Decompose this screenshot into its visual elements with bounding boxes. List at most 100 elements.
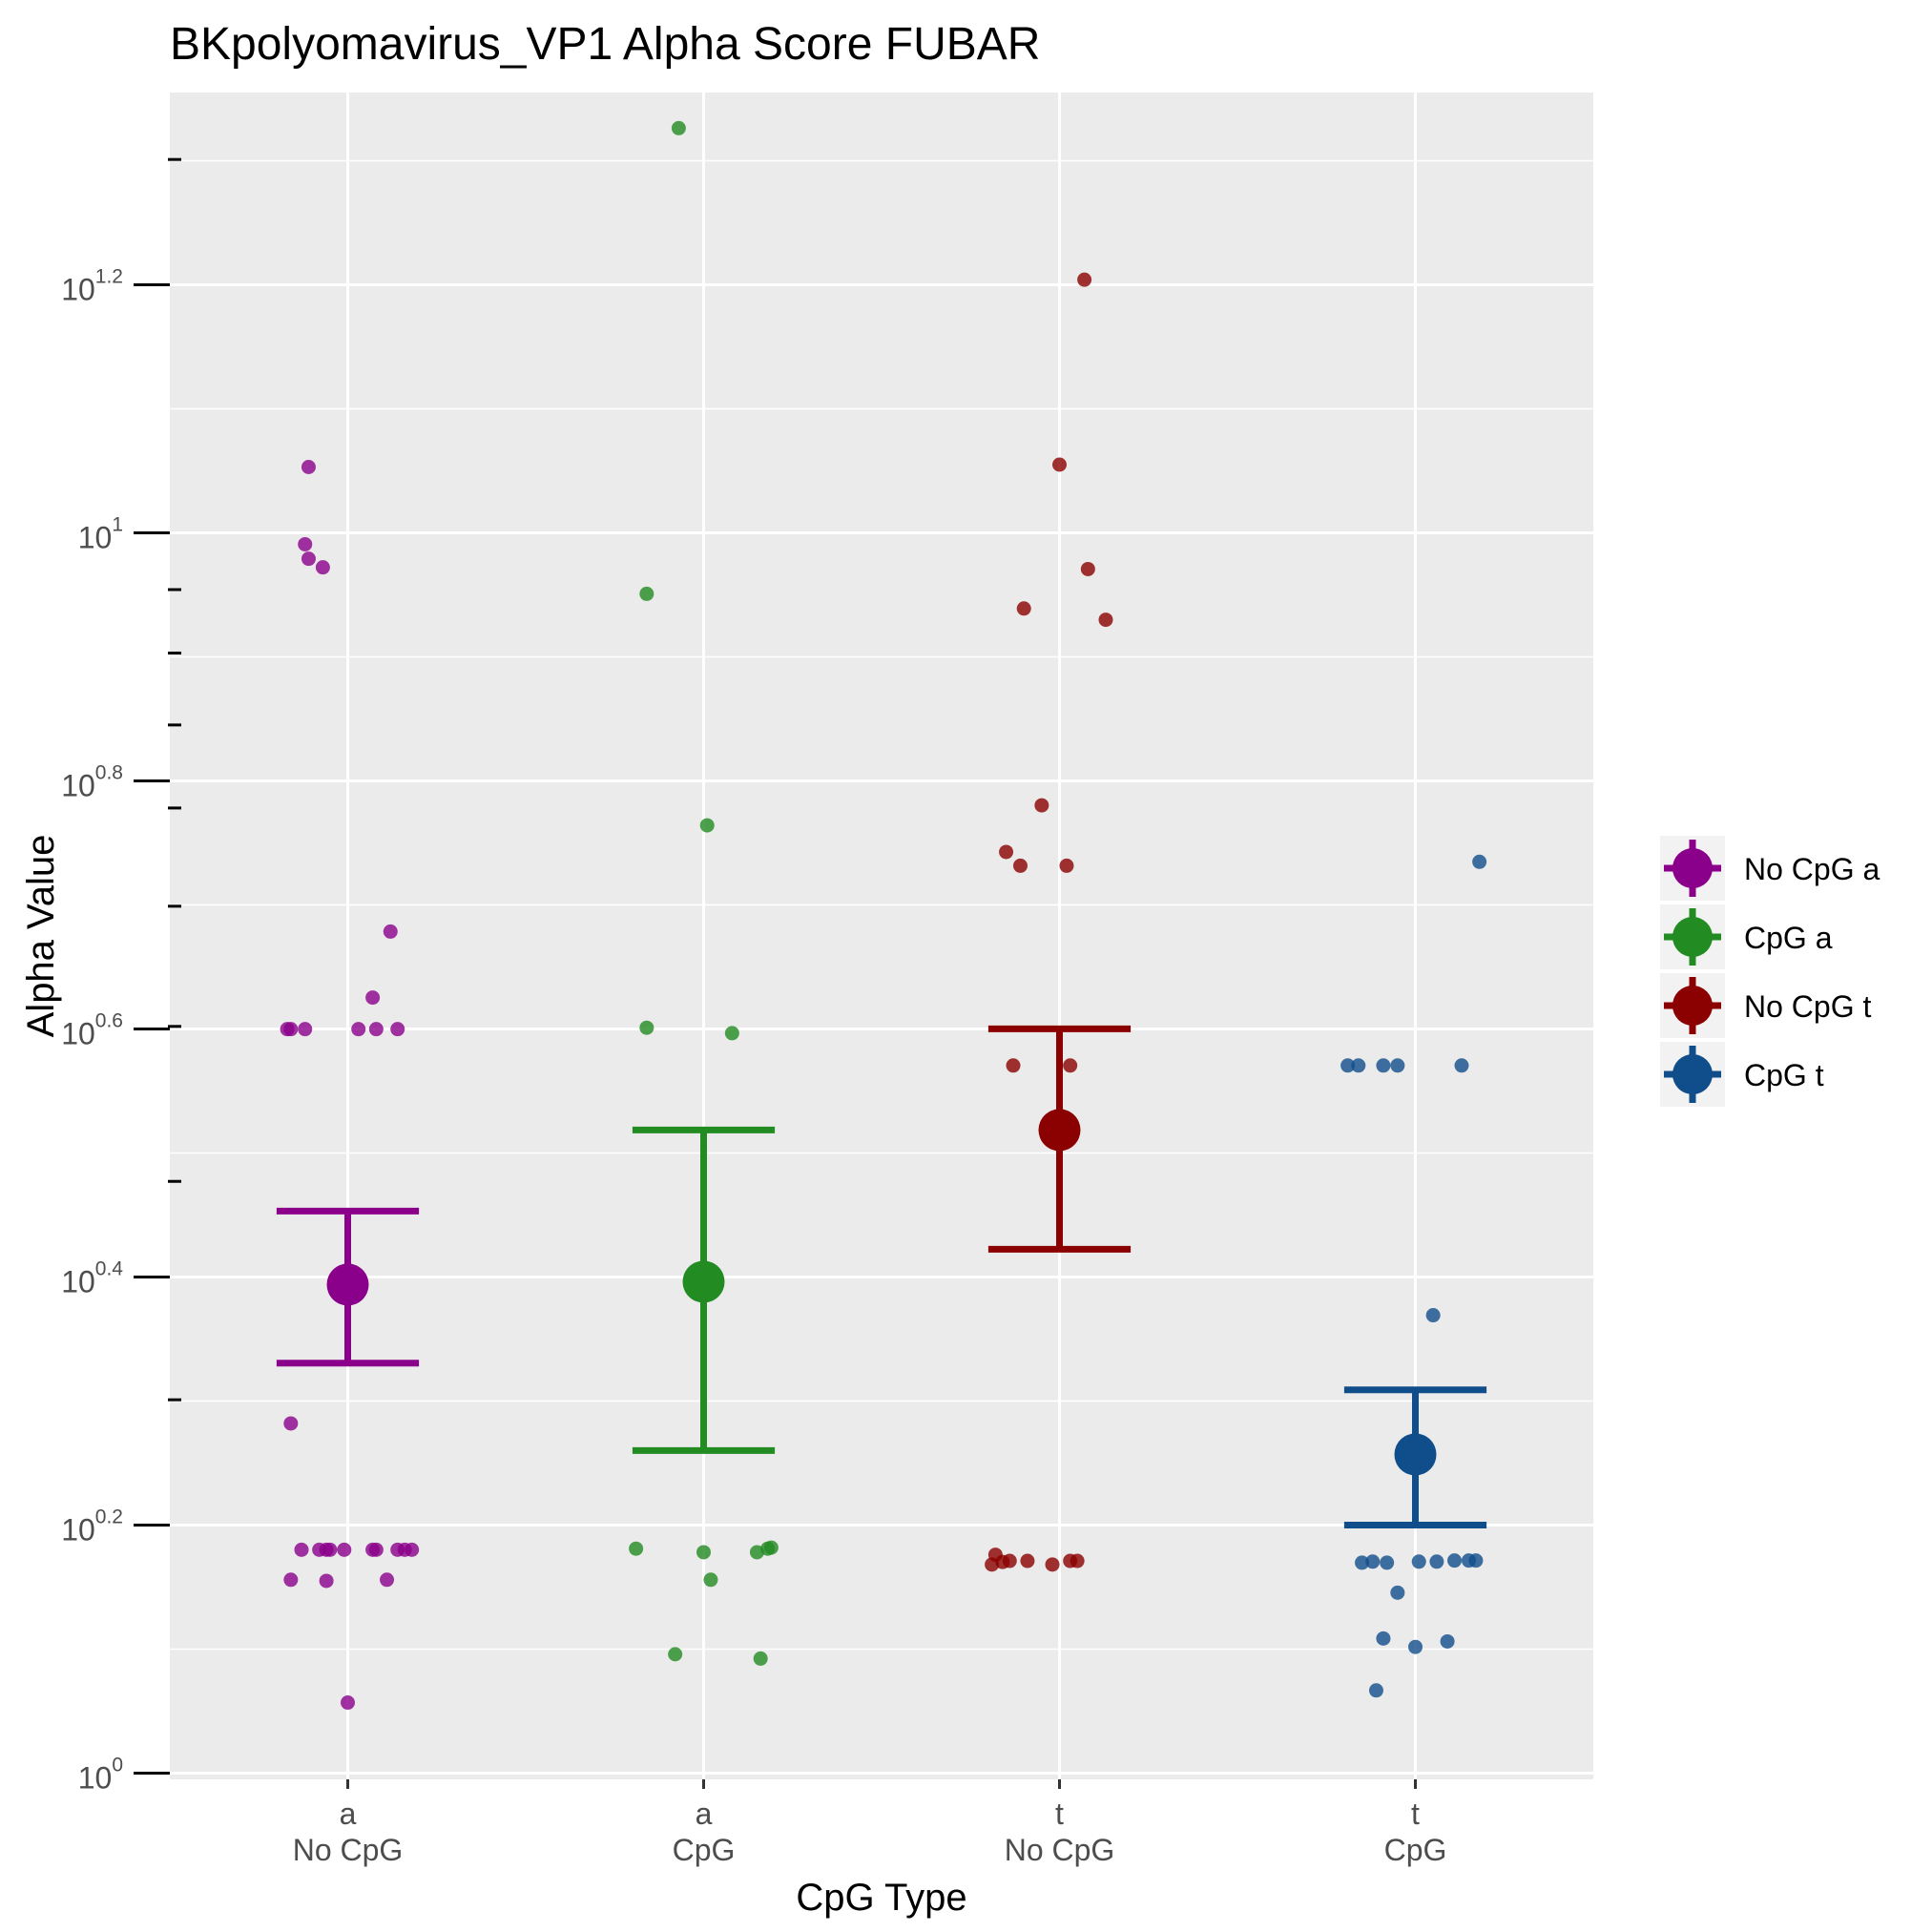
data-point (699, 818, 715, 833)
data-point (1006, 1058, 1021, 1073)
x-tick-label: t (1055, 1797, 1064, 1831)
y-tick-label: 100.2 (61, 1506, 123, 1548)
data-point (703, 1572, 718, 1588)
data-point (639, 586, 654, 601)
data-point (365, 990, 381, 1006)
data-point (1012, 858, 1028, 873)
grid-lines (170, 93, 1593, 1779)
mean-marker (326, 1263, 369, 1306)
data-point (283, 1572, 299, 1588)
data-point (1034, 798, 1049, 813)
data-point (724, 1026, 739, 1041)
mean-marker (682, 1260, 725, 1303)
data-point (1002, 1553, 1017, 1568)
mean-marker (1394, 1433, 1437, 1476)
x-axis-title: CpG Type (796, 1877, 966, 1919)
data-point (1454, 1058, 1469, 1073)
chart-title: BKpolyomavirus_VP1 Alpha Score FUBAR (170, 19, 1040, 70)
data-point (383, 924, 398, 939)
data-point (1468, 1553, 1484, 1568)
data-point (763, 1540, 779, 1555)
data-point (696, 1545, 711, 1560)
legend-key-marker (1672, 917, 1713, 957)
x-tick-label: No CpG (1005, 1833, 1115, 1867)
data-point (337, 1542, 352, 1557)
data-point (639, 1020, 654, 1035)
legend-label: No CpG t (1744, 989, 1871, 1024)
data-point (341, 1695, 355, 1711)
y-tick-label: 100 (78, 1755, 123, 1796)
data-point (319, 1573, 334, 1589)
data-point (368, 1542, 384, 1557)
data-point (390, 1022, 405, 1037)
data-point (301, 551, 316, 567)
data-point (301, 459, 316, 474)
data-point (368, 1022, 384, 1037)
data-point (1376, 1631, 1391, 1646)
data-point (283, 1416, 299, 1431)
data-point (1016, 601, 1031, 616)
legend-key-marker (1672, 1054, 1713, 1094)
data-point (1429, 1554, 1444, 1569)
data-point (315, 560, 330, 575)
y-axis-title: Alpha Value (20, 835, 62, 1038)
data-point (380, 1572, 395, 1588)
data-point (1077, 272, 1092, 287)
data-point (405, 1542, 420, 1557)
data-point (1070, 1553, 1085, 1568)
data-point (1045, 1557, 1060, 1572)
data-point (629, 1541, 644, 1556)
data-point (1380, 1555, 1395, 1570)
data-point (1052, 457, 1067, 472)
data-point (671, 120, 686, 135)
data-point (1059, 858, 1074, 873)
data-point (298, 1022, 313, 1037)
data-point (1440, 1633, 1455, 1649)
y-tick-label: 100.6 (61, 1010, 123, 1051)
y-tick-label: 100.8 (61, 762, 123, 803)
x-tick-label: No CpG (293, 1833, 404, 1867)
data-point (1472, 854, 1487, 869)
data-point (1063, 1058, 1078, 1073)
x-tick-label: CpG (673, 1833, 736, 1867)
data-point (294, 1542, 309, 1557)
legend-label: CpG t (1744, 1058, 1824, 1092)
data-point (753, 1651, 768, 1666)
legend-label: CpG a (1744, 921, 1833, 955)
data-point (1390, 1585, 1405, 1600)
data-point (1376, 1058, 1391, 1073)
y-axis: 100 100.2 100.4 100.6 100.8 101 101.2 (61, 157, 181, 1796)
x-tick-label: t (1411, 1797, 1420, 1831)
legend-label: No CpG a (1744, 852, 1880, 886)
data-point (322, 1542, 338, 1557)
mean-markers (326, 1109, 1437, 1476)
data-point (1080, 561, 1095, 576)
data-point (1355, 1555, 1370, 1570)
mean-marker (1038, 1109, 1081, 1152)
y-tick-label: 101 (78, 514, 123, 555)
data-point (1425, 1308, 1441, 1323)
data-point (1447, 1553, 1463, 1568)
y-tick-label: 101.2 (61, 266, 123, 307)
data-point (985, 1557, 1000, 1572)
data-point (1351, 1058, 1366, 1073)
data-point (1098, 613, 1113, 628)
data-point (1020, 1553, 1035, 1568)
data-point (1368, 1683, 1383, 1698)
data-point (1408, 1639, 1423, 1654)
x-tick-label: CpG (1384, 1833, 1447, 1867)
data-point (1411, 1554, 1426, 1569)
legend-key-marker (1672, 986, 1713, 1026)
x-tick-label: a (696, 1797, 713, 1831)
data-point (1390, 1058, 1405, 1073)
data-points (280, 120, 1487, 1711)
data-point (351, 1022, 366, 1037)
y-tick-label: 100.4 (61, 1258, 123, 1299)
data-point (1340, 1058, 1356, 1073)
data-point (1365, 1554, 1381, 1569)
legend-key-marker (1672, 848, 1713, 888)
legend: No CpG a CpG a No CpG t CpG t (1660, 836, 1880, 1107)
plot-panel (170, 93, 1593, 1779)
